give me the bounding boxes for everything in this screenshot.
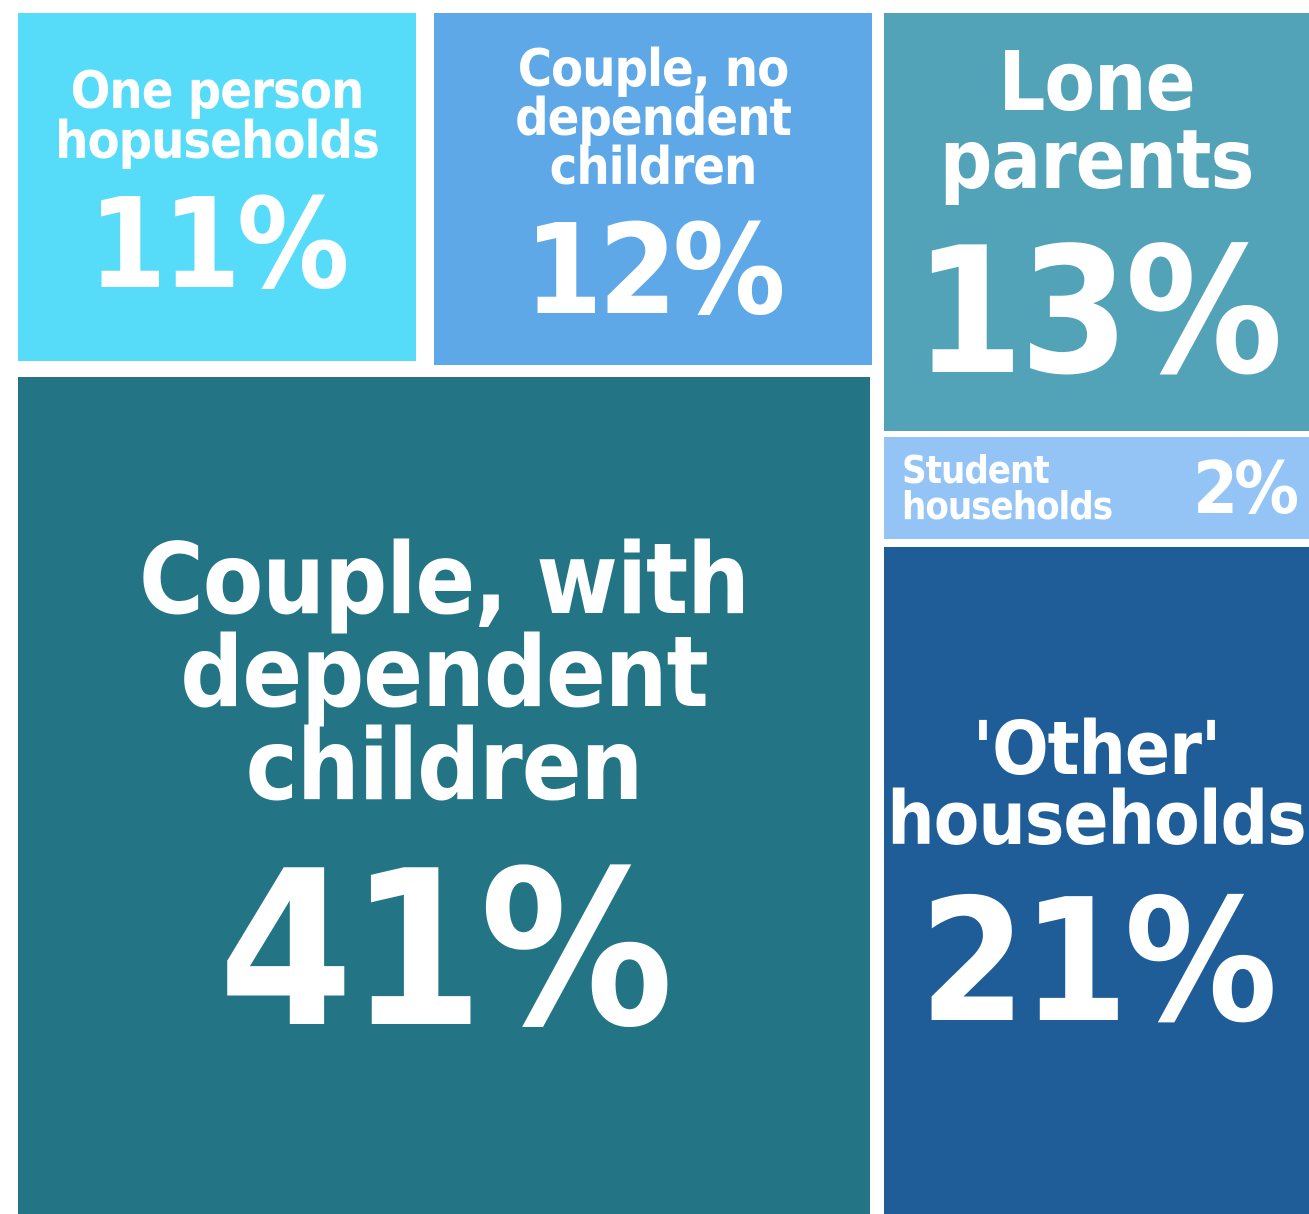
tile: 'Other' households 21%: [884, 547, 1309, 1214]
tile-label: Couple, no dependent children: [515, 38, 792, 198]
tile: Lone parents 13%: [884, 13, 1309, 431]
tile: Couple, no dependent children 12%: [434, 13, 872, 365]
tile-label: Couple, with dependent children: [139, 522, 750, 823]
tile-label: Student households: [902, 447, 1113, 528]
tile: Student households 2%: [884, 437, 1309, 539]
tile-label: One person hopuseholds: [55, 61, 380, 171]
value-label: 2%: [1193, 446, 1299, 530]
tile: One person hopuseholds 11%: [18, 13, 416, 361]
value-label: 11%: [88, 171, 349, 317]
tile-label: 'Other' households: [887, 706, 1307, 863]
tile-label: Lone parents: [939, 35, 1255, 209]
value-label: 12%: [524, 198, 785, 344]
value-label: 21%: [919, 862, 1277, 1061]
value-label: 13%: [914, 210, 1283, 414]
tile: Couple, with dependent children 41%: [18, 377, 870, 1214]
value-label: 41%: [218, 824, 674, 1076]
